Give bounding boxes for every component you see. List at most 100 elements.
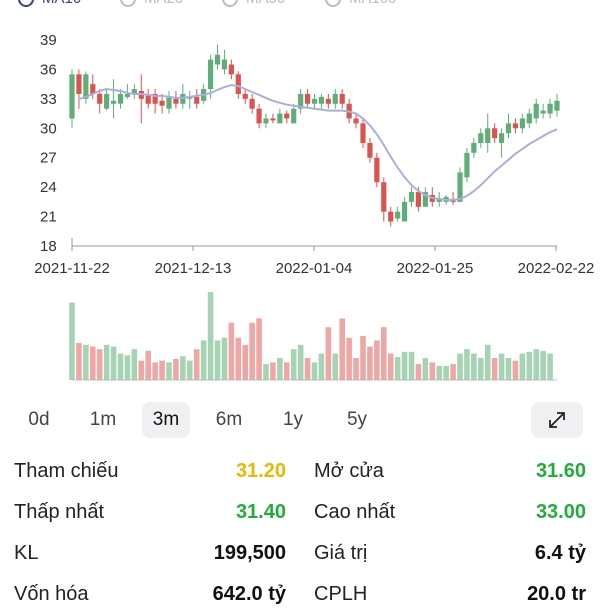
legend-item-ma50[interactable]: MA50 <box>222 0 285 7</box>
volume-bar <box>415 364 422 380</box>
range-tab-1m[interactable]: 1m <box>89 409 117 430</box>
volume-bar <box>422 358 429 380</box>
volume-bar <box>547 353 553 380</box>
candle-body <box>97 93 103 104</box>
volume-bar <box>346 337 352 380</box>
legend-item-ma10[interactable]: MA10 <box>18 0 81 7</box>
range-tab-3m[interactable]: 3m <box>142 402 190 438</box>
volume-bar <box>131 349 138 380</box>
candle-body <box>207 59 214 90</box>
x-tick-label: 2022-01-25 <box>397 260 474 277</box>
legend-label: MA50 <box>246 0 285 7</box>
stat-label: Mở cửa <box>314 460 384 482</box>
volume-bar <box>200 340 207 380</box>
ma10-line <box>78 84 558 201</box>
range-tab-5y[interactable]: 5y <box>346 409 368 430</box>
price-chart: 39 36 33 30 27 24 21 18 2021-11-22 2021-12-13 2022… <box>34 32 594 277</box>
volume-bar <box>464 349 470 380</box>
volume-bar <box>533 349 540 380</box>
volume-bar <box>159 360 165 380</box>
volume-bar <box>221 337 228 380</box>
volume-bar <box>263 364 269 380</box>
range-tab-6m[interactable]: 6m <box>215 409 243 430</box>
x-tick-label: 2021-12-13 <box>155 260 232 277</box>
candle-body <box>263 118 269 124</box>
candle-body <box>471 143 477 153</box>
volume-bar <box>173 358 179 380</box>
candle-body <box>214 54 221 65</box>
candle-body <box>464 152 470 178</box>
volume-bar <box>110 346 117 380</box>
volume-bar <box>436 365 443 380</box>
volume-bar <box>228 322 235 380</box>
candle-body <box>374 157 380 183</box>
volume-bar <box>235 337 242 380</box>
legend-item-ma100[interactable]: MA100 <box>325 0 397 7</box>
stat-value: 33.00 <box>535 501 586 523</box>
volume-bar <box>283 362 290 380</box>
volume-bar <box>304 358 311 380</box>
y-tick-label: 27 <box>40 150 57 167</box>
volume-bar <box>429 362 436 380</box>
legend-item-ma20[interactable]: MA20 <box>120 0 183 7</box>
volume-bar <box>76 343 82 380</box>
volume-bar <box>394 357 401 380</box>
volume-bar <box>138 360 145 380</box>
y-tick-label: 18 <box>40 238 57 255</box>
candle-body <box>498 133 505 143</box>
volume-bar <box>207 292 214 380</box>
expand-diagonal-arrows-icon <box>549 412 565 428</box>
stat-cell: CPLH 20.0 tr <box>314 575 586 615</box>
candle-body <box>311 98 318 104</box>
stat-value: 199,500 <box>213 542 286 564</box>
volume-bar <box>117 353 124 380</box>
candle-body <box>124 93 131 97</box>
stat-row: KL 199,500 Giá trị 6.4 tỷ <box>14 534 586 574</box>
candle-body <box>505 123 512 134</box>
volume-bar <box>387 353 394 380</box>
candle-body <box>533 103 539 119</box>
volume-bar <box>193 349 200 380</box>
candle-body <box>249 98 255 109</box>
candle-body <box>478 133 484 143</box>
candle-body <box>367 143 373 158</box>
stat-value: 31.40 <box>235 501 286 523</box>
volume-bar <box>166 362 172 380</box>
expand-chart-button[interactable] <box>531 402 583 438</box>
volume-bar <box>374 340 380 380</box>
volume-bar <box>450 364 456 380</box>
volume-bar <box>512 360 519 380</box>
stat-value: 31.20 <box>235 460 286 482</box>
stat-cell: KL 199,500 <box>14 534 286 574</box>
volume-bar <box>443 365 449 380</box>
volume-bar <box>471 353 477 380</box>
volume-bar <box>498 353 505 380</box>
stat-label: CPLH <box>314 583 368 605</box>
volume-bar <box>69 302 75 380</box>
volume-bar <box>339 318 346 380</box>
stat-label: Giá trị <box>314 542 368 564</box>
volume-bar <box>89 346 96 380</box>
stat-label: Tham chiếu <box>14 460 119 482</box>
volume-bar <box>83 344 89 380</box>
candle-body <box>90 84 96 94</box>
volume-bar <box>297 344 304 380</box>
y-tick-label: 33 <box>40 91 57 108</box>
volume-bar <box>332 353 339 380</box>
stat-value: 642.0 tỷ <box>212 583 286 605</box>
candle-body <box>401 201 408 222</box>
candle-body <box>166 96 172 109</box>
candle-body <box>519 118 525 129</box>
ma-legend: MA10 MA20 MA50 MA100 <box>0 0 600 10</box>
candle-body <box>526 113 532 124</box>
volume-bar <box>540 350 546 380</box>
range-tab-1y[interactable]: 1y <box>282 409 304 430</box>
volume-bar <box>325 327 332 380</box>
volume-bar <box>367 346 373 380</box>
range-tab-0d[interactable]: 0d <box>28 409 50 430</box>
candle-body <box>485 128 491 143</box>
candle-body <box>69 74 75 119</box>
candle-body <box>117 93 124 104</box>
stat-value: 31.60 <box>535 460 586 482</box>
y-tick-label: 24 <box>40 179 57 196</box>
